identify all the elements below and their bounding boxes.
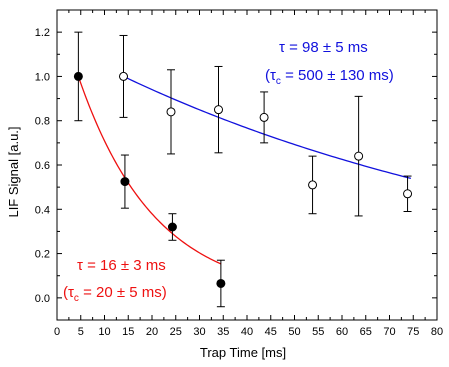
- x-tick-label: 5: [78, 326, 84, 338]
- blue-tau-label: τ = 98 ± 5 ms: [279, 39, 368, 56]
- data-point-open: [214, 105, 223, 115]
- y-tick-label: 0.0: [35, 293, 50, 305]
- x-tick-label: 20: [146, 326, 158, 338]
- x-tick-label: 75: [407, 326, 419, 338]
- x-tick-label: 45: [265, 326, 277, 338]
- data-point-open: [308, 180, 318, 190]
- x-tick-label: 50: [288, 326, 300, 338]
- x-tick-label: 15: [122, 326, 134, 338]
- y-tick-label: 0.8: [35, 116, 50, 128]
- x-tick-label: 0: [54, 326, 60, 338]
- blue-tau-c-label: (τc = 500 ± 130 ms): [265, 67, 394, 87]
- red-fit-annotation: τ = 16 ± 3 ms (τc = 20 ± 5 ms): [63, 257, 167, 304]
- fit-curves: [77, 75, 412, 265]
- data-points: [73, 31, 413, 308]
- y-tick-label: 0.4: [35, 204, 50, 216]
- x-tick-label: 35: [217, 326, 229, 338]
- data-point-filled: [167, 222, 177, 232]
- data-point-filled: [216, 278, 226, 288]
- data-point-open: [403, 189, 413, 199]
- data-point-filled: [73, 71, 83, 81]
- y-tick-label: 0.2: [35, 249, 50, 261]
- axes: 0 5 10 15 20 25 30 35 40 45 50 55 60 65 70 75 80 0.0 0.2 0.…: [35, 9, 443, 338]
- fit-curve-1: [77, 76, 222, 265]
- y-tick-label: 1.0: [35, 71, 50, 83]
- x-tick-label: 25: [170, 326, 182, 338]
- y-tick-label: 0.6: [35, 160, 50, 172]
- x-tick-label: 55: [312, 326, 324, 338]
- red-tau-label: τ = 16 ± 3 ms: [77, 257, 166, 274]
- red-tau-c-label: (τc = 20 ± 5 ms): [63, 284, 167, 304]
- x-tick-label: 10: [98, 326, 110, 338]
- data-point-open: [166, 107, 176, 117]
- x-tick-label: 80: [431, 326, 443, 338]
- data-point-open: [259, 112, 269, 122]
- x-tick-label: 30: [193, 326, 205, 338]
- blue-fit-annotation: τ = 98 ± 5 ms (τc = 500 ± 130 ms): [265, 39, 394, 87]
- x-tick-label: 65: [360, 326, 372, 338]
- x-axis-label: Trap Time [ms]: [200, 345, 286, 360]
- x-tick-label: 60: [336, 326, 348, 338]
- y-axis-label: LIF Signal [a.u.]: [6, 126, 21, 217]
- x-tick-label: 40: [241, 326, 253, 338]
- data-point-open: [354, 151, 364, 161]
- data-point-open: [119, 71, 128, 81]
- x-tick-label: 70: [383, 326, 395, 338]
- y-tick-label: 1.2: [35, 27, 50, 39]
- data-point-filled: [120, 177, 130, 187]
